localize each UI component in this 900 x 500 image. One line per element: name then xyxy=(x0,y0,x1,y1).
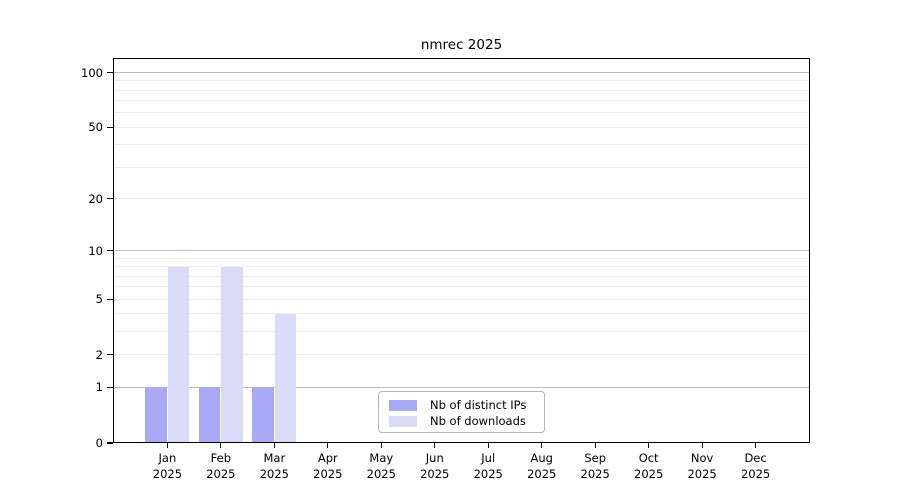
x-axis-tick xyxy=(541,443,543,448)
gridline-minor xyxy=(113,166,810,168)
x-axis-tick xyxy=(755,443,757,448)
x-tick-label: Nov 2025 xyxy=(687,451,717,481)
gridline-major xyxy=(113,386,810,388)
chart-title: nmrec 2025 xyxy=(420,37,503,53)
bar-downloads xyxy=(274,313,297,443)
gridline-minor xyxy=(113,354,810,356)
x-tick-label: May 2025 xyxy=(366,451,396,481)
plot-frame xyxy=(113,58,810,443)
gridline-minor xyxy=(113,331,810,333)
y-axis-tick xyxy=(107,386,113,388)
y-axis-tick xyxy=(107,354,113,356)
y-tick-label: 20 xyxy=(88,191,103,206)
legend-item-downloads: Nb of downloads xyxy=(389,413,544,429)
gridline-minor xyxy=(113,112,810,114)
x-tick-label: Feb 2025 xyxy=(206,451,236,481)
y-axis-tick xyxy=(107,442,113,444)
x-axis-tick xyxy=(434,443,436,448)
x-tick-label: Jan 2025 xyxy=(152,451,183,481)
gridline-minor xyxy=(113,313,810,315)
gridline-minor xyxy=(113,257,810,259)
x-tick-label: Sep 2025 xyxy=(580,451,610,481)
gridline-minor xyxy=(113,80,810,82)
x-axis-tick xyxy=(380,443,382,448)
legend-label-distinct-ips: Nb of distinct IPs xyxy=(430,398,527,412)
y-tick-label: 1 xyxy=(95,380,103,395)
y-tick-label: 2 xyxy=(95,347,103,362)
x-tick-label: Oct 2025 xyxy=(634,451,664,481)
x-axis-tick xyxy=(487,443,489,448)
x-axis-tick xyxy=(594,443,596,448)
x-axis-tick xyxy=(220,443,222,448)
legend: Nb of distinct IPs Nb of downloads xyxy=(378,391,545,433)
x-axis-tick xyxy=(166,443,168,448)
gridline-minor xyxy=(113,100,810,102)
x-tick-label: Jun 2025 xyxy=(420,451,450,481)
x-tick-label: Mar 2025 xyxy=(259,451,289,481)
y-axis-tick xyxy=(107,197,113,200)
x-axis-tick xyxy=(701,443,703,448)
y-tick-label: 50 xyxy=(88,120,103,135)
bar-downloads xyxy=(221,266,243,443)
bar-downloads xyxy=(167,266,190,443)
x-tick-label: Dec 2025 xyxy=(740,451,771,481)
gridline-minor xyxy=(113,144,810,146)
y-tick-label: 5 xyxy=(95,292,103,307)
x-tick-label: Apr 2025 xyxy=(313,451,343,481)
bar-distinct-ips xyxy=(252,387,274,443)
legend-item-distinct-ips: Nb of distinct IPs xyxy=(389,397,544,413)
gridline-minor xyxy=(113,89,810,91)
legend-label-downloads: Nb of downloads xyxy=(430,414,526,428)
x-tick-label: Aug 2025 xyxy=(527,451,557,481)
gridline-major xyxy=(113,250,810,251)
y-axis-tick xyxy=(107,71,113,74)
bar-distinct-ips xyxy=(198,387,221,443)
y-axis-tick xyxy=(107,249,113,252)
y-tick-label: 10 xyxy=(88,243,103,258)
gridline-minor xyxy=(113,198,810,200)
gridline-major xyxy=(113,72,810,73)
bar-distinct-ips xyxy=(145,387,167,443)
gridline-minor xyxy=(113,126,810,128)
y-axis-tick xyxy=(107,298,113,300)
x-axis-tick xyxy=(327,443,329,448)
x-axis-tick xyxy=(648,443,650,448)
y-axis-tick xyxy=(107,126,113,128)
legend-swatch-distinct-ips xyxy=(389,399,417,411)
gridline-minor xyxy=(113,298,810,300)
x-axis-tick xyxy=(273,443,275,448)
gridline-minor xyxy=(113,275,810,277)
gridline-minor xyxy=(113,286,810,288)
x-tick-label: Jul 2025 xyxy=(473,451,503,481)
y-tick-label: 100 xyxy=(81,65,103,80)
y-tick-label: 0 xyxy=(95,436,103,450)
legend-swatch-downloads xyxy=(389,415,417,427)
gridline-minor xyxy=(113,266,810,268)
